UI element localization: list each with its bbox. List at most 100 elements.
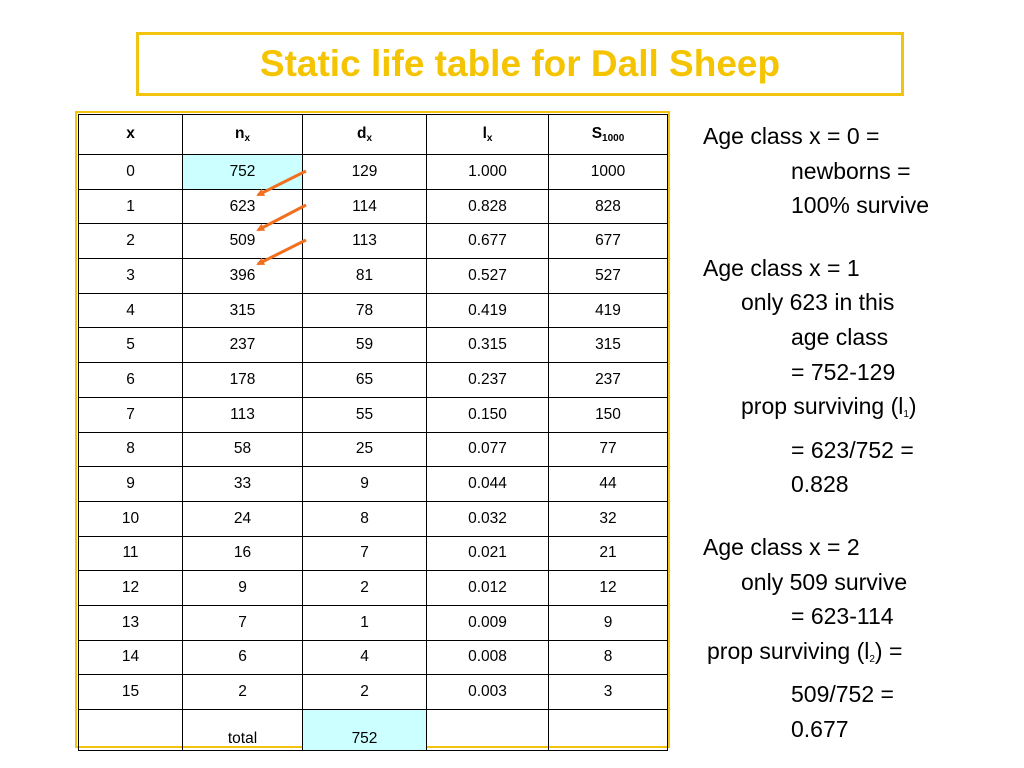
cell-x: 11 bbox=[78, 535, 183, 572]
note-line: 509/752 = bbox=[791, 681, 894, 708]
note-line: only 623 in this bbox=[741, 289, 895, 316]
cell-x: 0 bbox=[78, 154, 183, 190]
note-line: newborns = bbox=[791, 157, 911, 184]
cell-x: 5 bbox=[78, 327, 183, 364]
table-row: 5 237 59 0.315 315 bbox=[78, 327, 668, 364]
cell-nx: 509 bbox=[182, 223, 303, 260]
cell-nx: 9 bbox=[182, 570, 303, 606]
cell-nx: 33 bbox=[182, 466, 303, 502]
cell-nx: 24 bbox=[182, 500, 303, 537]
cell-nx: 396 bbox=[182, 258, 303, 294]
cell-nx: 6 bbox=[182, 639, 303, 676]
table-row: 10 24 8 0.032 32 bbox=[78, 500, 668, 537]
cell-nx: 752 bbox=[182, 154, 303, 190]
cell-x: 1 bbox=[78, 188, 183, 225]
table-row: 0 752 129 1.000 1000 bbox=[78, 154, 668, 190]
cell-s1000: 419 bbox=[548, 292, 668, 329]
note-line: Age class x = 0 = bbox=[703, 123, 880, 149]
cell-s1000: 237 bbox=[548, 362, 668, 398]
cell-lx: 0.077 bbox=[426, 431, 549, 468]
cell-x: 10 bbox=[78, 500, 183, 537]
cell-lx: 0.032 bbox=[426, 500, 549, 537]
cell-s1000: 828 bbox=[548, 188, 668, 225]
cell-nx: 315 bbox=[182, 292, 303, 329]
cell-lx: 0.315 bbox=[426, 327, 549, 364]
cell-dx: 4 bbox=[302, 639, 427, 676]
table-row: 2 509 113 0.677 677 bbox=[78, 223, 668, 260]
header-dx: dx bbox=[302, 114, 427, 155]
cell-s1000: 77 bbox=[548, 431, 668, 468]
cell-x: 4 bbox=[78, 292, 183, 329]
header-nx: nx bbox=[182, 114, 303, 155]
cell-dx: 2 bbox=[302, 674, 427, 710]
cell-nx: 2 bbox=[182, 674, 303, 710]
cell-lx: 0.527 bbox=[426, 258, 549, 294]
table-row: 7 113 55 0.150 150 bbox=[78, 396, 668, 433]
cell-lx: 0.828 bbox=[426, 188, 549, 225]
cell-nx: 623 bbox=[182, 188, 303, 225]
cell-dx: 65 bbox=[302, 362, 427, 398]
total-row: total 752 bbox=[78, 709, 668, 751]
total-cell-lx bbox=[426, 709, 549, 751]
cell-x: 8 bbox=[78, 431, 183, 468]
cell-lx: 0.003 bbox=[426, 674, 549, 710]
note-line: prop surviving (l2) = bbox=[707, 637, 903, 665]
note-line: = 623/752 = bbox=[791, 436, 914, 463]
total-cell-s1000 bbox=[548, 709, 668, 751]
life-table: x nx dx lx S1000 0 752 129 1.000 1000 1 623 114… bbox=[78, 114, 668, 751]
total-cell-x bbox=[78, 709, 183, 751]
cell-dx: 9 bbox=[302, 466, 427, 502]
table-row: 15 2 2 0.003 3 bbox=[78, 674, 668, 710]
cell-dx: 78 bbox=[302, 292, 427, 329]
table-row: 13 7 1 0.009 9 bbox=[78, 604, 668, 641]
cell-dx: 2 bbox=[302, 570, 427, 606]
cell-dx: 8 bbox=[302, 500, 427, 537]
cell-x: 15 bbox=[78, 674, 183, 710]
note-line: Age class x = 2 bbox=[703, 533, 860, 560]
note-line: only 509 survive bbox=[741, 568, 908, 595]
cell-s1000: 12 bbox=[548, 570, 668, 606]
cell-lx: 0.009 bbox=[426, 604, 549, 641]
cell-dx: 114 bbox=[302, 188, 427, 225]
cell-s1000: 3 bbox=[548, 674, 668, 710]
cell-nx: 237 bbox=[182, 327, 303, 364]
note-line: = 623-114 bbox=[791, 603, 894, 630]
table-header-row: x nx dx lx S1000 bbox=[78, 114, 668, 155]
table-row: 8 58 25 0.077 77 bbox=[78, 431, 668, 468]
table-row: 1 623 114 0.828 828 bbox=[78, 188, 668, 225]
cell-x: 3 bbox=[78, 258, 183, 294]
header-lx: lx bbox=[426, 114, 549, 155]
table-row: 4 315 78 0.419 419 bbox=[78, 292, 668, 329]
cell-lx: 0.012 bbox=[426, 570, 549, 606]
note-line: 0.677 bbox=[791, 715, 849, 742]
cell-lx: 0.419 bbox=[426, 292, 549, 329]
cell-s1000: 315 bbox=[548, 327, 668, 364]
note-line: 0.828 bbox=[791, 471, 849, 498]
cell-x: 6 bbox=[78, 362, 183, 398]
cell-nx: 7 bbox=[182, 604, 303, 641]
table-row: 12 9 2 0.012 12 bbox=[78, 570, 668, 606]
notes-panel: Age class x = 0 = newborns = 100% surviv… bbox=[703, 119, 1003, 747]
cell-s1000: 9 bbox=[548, 604, 668, 641]
header-x: x bbox=[78, 114, 183, 155]
note-line: = 752-129 bbox=[791, 358, 896, 385]
cell-s1000: 44 bbox=[548, 466, 668, 502]
cell-nx: 178 bbox=[182, 362, 303, 398]
cell-x: 14 bbox=[78, 639, 183, 676]
cell-x: 13 bbox=[78, 604, 183, 641]
table-frame: x nx dx lx S1000 0 752 129 1.000 1000 1 623 114… bbox=[75, 111, 670, 751]
cell-dx: 7 bbox=[302, 535, 427, 572]
cell-nx: 113 bbox=[182, 396, 303, 433]
cell-x: 7 bbox=[78, 396, 183, 433]
note-line: Age class x = 1 bbox=[703, 254, 860, 281]
cell-dx: 55 bbox=[302, 396, 427, 433]
table-row: 11 16 7 0.021 21 bbox=[78, 535, 668, 572]
cell-lx: 0.008 bbox=[426, 639, 549, 676]
cell-lx: 1.000 bbox=[426, 154, 549, 190]
cell-nx: 16 bbox=[182, 535, 303, 572]
cell-lx: 0.150 bbox=[426, 396, 549, 433]
table-row: 6 178 65 0.237 237 bbox=[78, 362, 668, 398]
cell-s1000: 21 bbox=[548, 535, 668, 572]
note-line: 100% survive bbox=[791, 192, 930, 219]
cell-dx: 59 bbox=[302, 327, 427, 364]
